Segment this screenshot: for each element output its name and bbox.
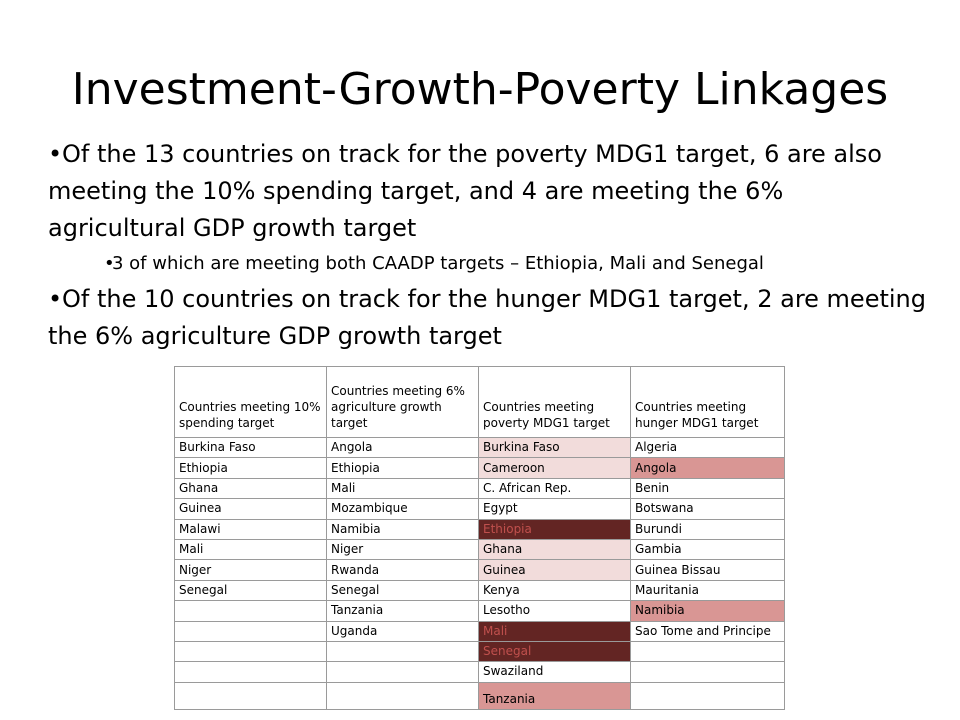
header-poverty-target: Countries meeting poverty MDG1 target bbox=[478, 366, 631, 438]
spending-cell: Senegal bbox=[174, 579, 327, 602]
header-growth-target: Countries meeting 6% agriculture growth … bbox=[326, 366, 479, 438]
poverty-cell: Ghana bbox=[478, 538, 631, 561]
poverty-cell: Cameroon bbox=[478, 457, 631, 479]
table-row: Swaziland bbox=[174, 661, 785, 683]
bullet-list: •Of the 13 countries on track for the po… bbox=[48, 136, 928, 355]
growth-cell bbox=[326, 640, 479, 663]
growth-cell: Ethiopia bbox=[326, 457, 479, 479]
hunger-cell: Botswana bbox=[630, 498, 785, 520]
table-body: Burkina Faso Angola Burkina Faso Algeria Eth… bbox=[174, 436, 785, 710]
table-row: Senegal bbox=[174, 640, 785, 663]
spending-cell: Mali bbox=[174, 538, 327, 561]
sub-bullet-caadp-text: 3 of which are meeting both CAADP target… bbox=[112, 253, 764, 274]
growth-cell: Niger bbox=[326, 538, 479, 561]
table-row: Ethiopia Ethiopia Cameroon Angola bbox=[174, 457, 785, 479]
growth-cell: Angola bbox=[326, 436, 479, 459]
poverty-cell: Tanzania bbox=[478, 681, 631, 710]
poverty-cell: Egypt bbox=[478, 498, 631, 520]
poverty-cell: Mali bbox=[478, 620, 631, 642]
poverty-cell: Ethiopia bbox=[478, 518, 631, 540]
poverty-cell: Kenya bbox=[478, 579, 631, 602]
growth-cell: Uganda bbox=[326, 620, 479, 642]
poverty-cell: C. African Rep. bbox=[478, 477, 631, 500]
spending-cell: Niger bbox=[174, 559, 327, 581]
spending-cell bbox=[174, 640, 327, 663]
spending-cell bbox=[174, 661, 327, 683]
hunger-cell: Gambia bbox=[630, 538, 785, 561]
table-row: Burkina Faso Angola Burkina Faso Algeria bbox=[174, 436, 785, 459]
table-header-row: Countries meeting 10% spending target Co… bbox=[174, 366, 785, 438]
hunger-cell: Algeria bbox=[630, 436, 785, 459]
hunger-cell: Sao Tome and Principe bbox=[630, 620, 785, 642]
hunger-cell: Namibia bbox=[630, 600, 785, 622]
table-row: Tanzania Lesotho Namibia bbox=[174, 600, 785, 622]
table-row: Malawi Namibia Ethiopia Burundi bbox=[174, 518, 785, 540]
poverty-cell: Senegal bbox=[478, 640, 631, 663]
hunger-cell: Benin bbox=[630, 477, 785, 500]
table-row: Guinea Mozambique Egypt Botswana bbox=[174, 498, 785, 520]
growth-cell: Mali bbox=[326, 477, 479, 500]
hunger-cell: Angola bbox=[630, 457, 785, 479]
header-spending-target: Countries meeting 10% spending target bbox=[174, 366, 327, 438]
bullet-hunger-text: Of the 10 countries on track for the hun… bbox=[48, 285, 926, 350]
table-row: Ghana Mali C. African Rep. Benin bbox=[174, 477, 785, 500]
growth-cell: Namibia bbox=[326, 518, 479, 540]
spending-cell bbox=[174, 681, 327, 710]
spending-cell: Burkina Faso bbox=[174, 436, 327, 459]
table-row: Mali Niger Ghana Gambia bbox=[174, 538, 785, 561]
sub-bullet-caadp: •3 of which are meeting both CAADP targe… bbox=[104, 251, 928, 277]
growth-cell bbox=[326, 661, 479, 683]
poverty-cell: Guinea bbox=[478, 559, 631, 581]
hunger-cell: Burundi bbox=[630, 518, 785, 540]
table-row: Uganda Mali Sao Tome and Principe bbox=[174, 620, 785, 642]
bullet-marker: • bbox=[104, 253, 115, 274]
growth-cell: Senegal bbox=[326, 579, 479, 602]
spending-cell bbox=[174, 620, 327, 642]
table-row: Tanzania bbox=[174, 681, 785, 710]
spending-cell bbox=[174, 600, 327, 622]
poverty-cell: Burkina Faso bbox=[478, 436, 631, 459]
growth-cell: Rwanda bbox=[326, 559, 479, 581]
header-hunger-target: Countries meeting hunger MDG1 target bbox=[630, 366, 785, 438]
poverty-cell: Swaziland bbox=[478, 661, 631, 683]
hunger-cell bbox=[630, 640, 785, 663]
spending-cell: Guinea bbox=[174, 498, 327, 520]
growth-cell: Tanzania bbox=[326, 600, 479, 622]
table-row: Senegal Senegal Kenya Mauritania bbox=[174, 579, 785, 602]
bullet-poverty-text: Of the 13 countries on track for the pov… bbox=[48, 140, 882, 242]
bullet-marker: • bbox=[48, 285, 63, 313]
bullet-marker: • bbox=[48, 140, 63, 168]
hunger-cell: Guinea Bissau bbox=[630, 559, 785, 581]
countries-table: Countries meeting 10% spending target Co… bbox=[174, 366, 785, 710]
spending-cell: Ethiopia bbox=[174, 457, 327, 479]
poverty-cell: Lesotho bbox=[478, 600, 631, 622]
bullet-poverty: •Of the 13 countries on track for the po… bbox=[48, 136, 928, 247]
bullet-hunger: •Of the 10 countries on track for the hu… bbox=[48, 281, 928, 355]
growth-cell: Mozambique bbox=[326, 498, 479, 520]
growth-cell bbox=[326, 681, 479, 710]
spending-cell: Malawi bbox=[174, 518, 327, 540]
table-row: Niger Rwanda Guinea Guinea Bissau bbox=[174, 559, 785, 581]
hunger-cell bbox=[630, 661, 785, 683]
hunger-cell: Mauritania bbox=[630, 579, 785, 602]
spending-cell: Ghana bbox=[174, 477, 327, 500]
hunger-cell bbox=[630, 681, 785, 710]
slide-title: Investment-Growth-Poverty Linkages bbox=[71, 64, 889, 115]
